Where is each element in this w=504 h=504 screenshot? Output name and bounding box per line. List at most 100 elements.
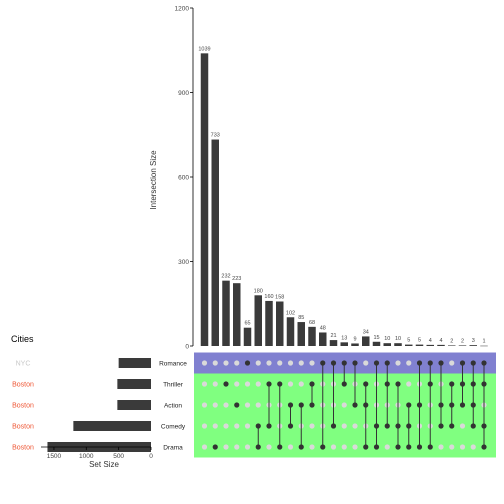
intersection-bar-label: 102 <box>286 310 295 316</box>
intersection-matrix <box>194 352 496 458</box>
matrix-dot-inactive <box>277 360 283 366</box>
matrix-dot-inactive <box>352 444 358 450</box>
intersection-bar-label: 10 <box>395 336 401 342</box>
matrix-dot-inactive <box>459 423 466 429</box>
matrix-dot-inactive <box>470 444 476 450</box>
matrix-dot-inactive <box>395 360 401 366</box>
intersection-bar <box>405 344 413 346</box>
matrix-dot-inactive <box>201 402 208 408</box>
matrix-dot-inactive <box>309 423 315 429</box>
matrix-dot-inactive <box>201 423 208 429</box>
intersection-bar <box>329 340 338 346</box>
matrix-dot-inactive <box>287 360 294 366</box>
intersection-bar-label: 1039 <box>198 46 210 52</box>
matrix-dot-inactive <box>244 444 251 450</box>
intersection-bar-label: 5 <box>418 338 421 344</box>
matrix-dot-inactive <box>266 360 272 366</box>
intersection-bar-label: 65 <box>244 321 250 327</box>
intersection-bar-label: 21 <box>330 333 336 339</box>
matrix-dot-active <box>223 381 229 387</box>
intersection-bar <box>383 343 391 346</box>
intersection-bar <box>340 342 348 346</box>
intersection-bar-label: 2 <box>461 338 464 344</box>
matrix-dot-inactive <box>234 423 240 429</box>
intersection-bar-label: 10 <box>384 336 390 342</box>
intersection-y-tick-label: 1200 <box>175 6 190 13</box>
set-name-label: Romance <box>159 361 187 368</box>
set-size-tick-label: 1000 <box>79 453 94 460</box>
set-size-bar <box>118 358 151 368</box>
intersection-bar-label: 15 <box>373 335 379 341</box>
intersection-bar-label: 180 <box>254 288 263 294</box>
matrix-dot-inactive <box>244 381 251 387</box>
matrix-dot-inactive <box>201 360 208 366</box>
matrix-dot-inactive <box>309 444 315 450</box>
intersection-y-tick-label: 900 <box>178 90 189 97</box>
matrix-dot-inactive <box>287 444 294 450</box>
matrix-dot-active <box>234 402 240 408</box>
intersection-bar <box>233 283 241 346</box>
intersection-bar <box>351 343 359 346</box>
city-metadata: Cities NYC Boston Boston Boston Boston <box>11 334 34 452</box>
intersection-bar <box>458 345 467 346</box>
set-size-bar <box>73 421 151 431</box>
matrix-dot-inactive <box>212 402 218 408</box>
matrix-dot-inactive <box>234 360 240 366</box>
intersection-bar <box>480 345 488 347</box>
matrix-dot-inactive <box>330 444 337 450</box>
intersection-bar <box>437 344 445 346</box>
cities-header: Cities <box>11 334 34 344</box>
matrix-dot-inactive <box>201 444 208 450</box>
matrix-dot-inactive <box>363 360 369 366</box>
set-size-bar <box>117 379 151 389</box>
intersection-bar <box>211 139 219 346</box>
matrix-dot-inactive <box>223 402 229 408</box>
intersection-bar <box>426 344 434 346</box>
set-size-tick-label: 1500 <box>47 453 62 460</box>
matrix-dot-inactive <box>212 381 218 387</box>
intersection-y-tick-label: 600 <box>178 175 189 182</box>
set-size-bars: 1500 1000 500 0 <box>41 358 153 460</box>
intersection-bar <box>222 280 230 346</box>
matrix-dot-inactive <box>212 423 218 429</box>
intersection-bar <box>372 341 381 346</box>
intersection-bar <box>276 301 284 346</box>
matrix-dot-inactive <box>287 381 294 387</box>
matrix-dot-inactive <box>255 360 261 366</box>
intersection-bar <box>265 300 273 346</box>
intersection-bar <box>308 326 316 346</box>
set-size-tick-label: 0 <box>149 453 153 460</box>
intersection-bars <box>200 53 488 347</box>
intersection-bar-label: 4 <box>439 338 442 344</box>
intersection-bar-label: 4 <box>429 338 432 344</box>
intersection-bar-label: 13 <box>341 335 347 341</box>
intersection-bar-label: 85 <box>298 315 304 321</box>
matrix-dot-inactive <box>223 360 229 366</box>
matrix-dot-inactive <box>255 402 261 408</box>
intersection-bar-label: 232 <box>221 274 230 280</box>
matrix-dot-inactive <box>449 360 455 366</box>
intersection-bar <box>243 327 252 346</box>
intersection-bar <box>200 53 209 347</box>
intersection-bar <box>448 345 456 346</box>
set-size-tick-label: 500 <box>113 453 124 460</box>
matrix-dot-inactive <box>223 423 229 429</box>
intersection-bar-label: 2 <box>450 338 453 344</box>
intersection-y-tick-label: 300 <box>178 259 189 266</box>
intersection-bar-label: 9 <box>353 336 356 342</box>
matrix-dot-inactive <box>212 360 218 366</box>
set-name-label: Drama <box>163 445 183 452</box>
matrix-dot-inactive <box>449 444 455 450</box>
set-name-labels: Romance Thriller Action Comedy Drama <box>159 361 187 452</box>
matrix-dot-inactive <box>341 444 347 450</box>
matrix-dot-active <box>212 444 218 450</box>
matrix-dot-inactive <box>438 444 444 450</box>
matrix-dot-inactive <box>244 423 251 429</box>
set-size-axis-label: Set Size <box>89 460 119 469</box>
matrix-dot-inactive <box>309 360 315 366</box>
intersection-bar-label: 34 <box>363 329 369 335</box>
intersection-bar-label: 223 <box>232 276 241 282</box>
city-label: Boston <box>12 382 34 389</box>
intersection-bar <box>394 343 402 346</box>
